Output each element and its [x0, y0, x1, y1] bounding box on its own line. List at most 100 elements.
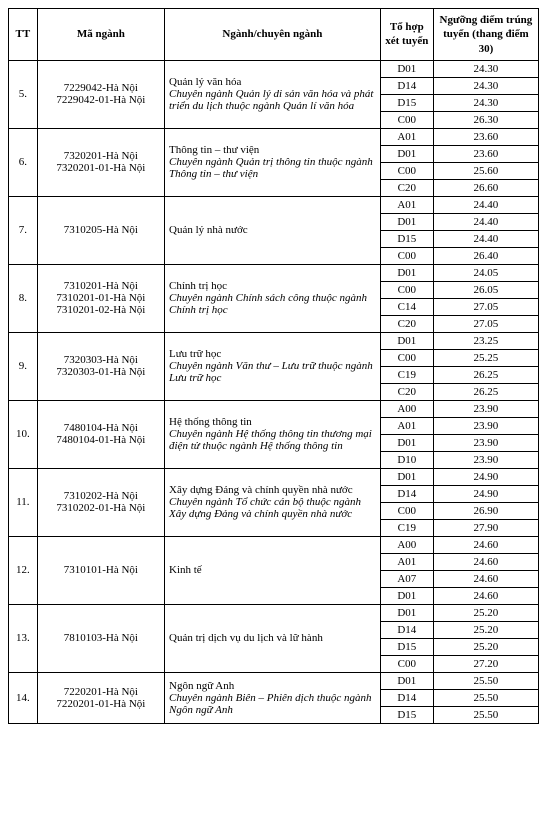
cell-score: 23.90: [433, 400, 538, 417]
cell-combo: D01: [380, 332, 433, 349]
major-main: Lưu trữ học: [169, 348, 376, 360]
cell-combo: D15: [380, 230, 433, 247]
cell-combo: C19: [380, 519, 433, 536]
table-row: 14.7220201-Hà Nội7220201-01-Hà NộiNgôn n…: [9, 672, 539, 689]
header-code: Mã ngành: [37, 9, 164, 61]
table-row: 9.7320303-Hà Nội7320303-01-Hà NộiLưu trữ…: [9, 332, 539, 349]
code-line: 7220201-01-Hà Nội: [42, 698, 160, 710]
cell-combo: D01: [380, 145, 433, 162]
cell-major: Lưu trữ họcChuyên ngành Văn thư – Lưu tr…: [165, 332, 381, 400]
cell-score: 23.90: [433, 434, 538, 451]
cell-score: 24.30: [433, 77, 538, 94]
cell-combo: C00: [380, 162, 433, 179]
code-line: 7320303-01-Hà Nội: [42, 366, 160, 378]
cell-code: 7220201-Hà Nội7220201-01-Hà Nội: [37, 672, 164, 723]
major-main: Xây dựng Đảng và chính quyền nhà nước: [169, 484, 376, 496]
code-line: 7320303-Hà Nội: [42, 354, 160, 366]
cell-combo: A01: [380, 128, 433, 145]
cell-combo: D15: [380, 638, 433, 655]
cell-combo: D01: [380, 672, 433, 689]
code-line: 7310202-Hà Nội: [42, 490, 160, 502]
cell-tt: 14.: [9, 672, 38, 723]
cell-score: 26.25: [433, 366, 538, 383]
code-line: 7229042-Hà Nội: [42, 82, 160, 94]
cell-major: Hệ thống thông tinChuyên ngành Hệ thống …: [165, 400, 381, 468]
table-row: 13.7810103-Hà NộiQuản trị dịch vụ du lịc…: [9, 604, 539, 621]
cell-combo: C00: [380, 111, 433, 128]
code-line: 7220201-Hà Nội: [42, 686, 160, 698]
cell-tt: 10.: [9, 400, 38, 468]
cell-score: 24.90: [433, 485, 538, 502]
cell-tt: 8.: [9, 264, 38, 332]
cell-score: 26.60: [433, 179, 538, 196]
major-main: Kinh tế: [169, 564, 376, 576]
cell-tt: 12.: [9, 536, 38, 604]
table-row: 5.7229042-Hà Nội7229042-01-Hà NộiQuản lý…: [9, 60, 539, 77]
cell-score: 27.90: [433, 519, 538, 536]
cell-score: 26.05: [433, 281, 538, 298]
table-row: 12.7310101-Hà NộiKinh tếA0024.60: [9, 536, 539, 553]
cell-major: Quản trị dịch vụ du lịch và lữ hành: [165, 604, 381, 672]
table-row: 7.7310205-Hà NộiQuản lý nhà nướcA0124.40: [9, 196, 539, 213]
cell-score: 23.90: [433, 417, 538, 434]
cell-combo: C00: [380, 655, 433, 672]
cell-score: 23.60: [433, 128, 538, 145]
cell-tt: 7.: [9, 196, 38, 264]
cell-score: 26.30: [433, 111, 538, 128]
major-sub: Chuyên ngành Văn thư – Lưu trữ thuộc ngà…: [169, 360, 376, 384]
header-major: Ngành/chuyên ngành: [165, 9, 381, 61]
code-line: 7480104-01-Hà Nội: [42, 434, 160, 446]
cell-combo: D01: [380, 468, 433, 485]
header-combo: Tổ hợp xét tuyển: [380, 9, 433, 61]
cell-combo: D15: [380, 706, 433, 723]
cell-combo: C14: [380, 298, 433, 315]
cell-combo: D14: [380, 689, 433, 706]
cell-code: 7310202-Hà Nội7310202-01-Hà Nội: [37, 468, 164, 536]
cell-combo: C20: [380, 383, 433, 400]
cell-score: 25.20: [433, 604, 538, 621]
cell-major: Quản lý văn hóaChuyên ngành Quản lý di s…: [165, 60, 381, 128]
cell-combo: D01: [380, 587, 433, 604]
major-main: Quản lý nhà nước: [169, 224, 376, 236]
code-line: 7310205-Hà Nội: [42, 224, 160, 236]
cell-score: 24.60: [433, 536, 538, 553]
cell-combo: D01: [380, 434, 433, 451]
cell-combo: C00: [380, 281, 433, 298]
table-row: 11.7310202-Hà Nội7310202-01-Hà NộiXây dự…: [9, 468, 539, 485]
code-line: 7480104-Hà Nội: [42, 422, 160, 434]
cell-major: Ngôn ngữ AnhChuyên ngành Biên – Phiên dị…: [165, 672, 381, 723]
cell-combo: D14: [380, 485, 433, 502]
cell-score: 25.20: [433, 638, 538, 655]
cell-score: 23.60: [433, 145, 538, 162]
major-main: Quản lý văn hóa: [169, 76, 376, 88]
cell-combo: A01: [380, 553, 433, 570]
cell-score: 25.60: [433, 162, 538, 179]
cell-score: 26.90: [433, 502, 538, 519]
cell-score: 27.05: [433, 298, 538, 315]
cell-code: 7310205-Hà Nội: [37, 196, 164, 264]
cell-combo: C00: [380, 349, 433, 366]
cell-code: 7810103-Hà Nội: [37, 604, 164, 672]
cell-code: 7310201-Hà Nội7310201-01-Hà Nội7310201-0…: [37, 264, 164, 332]
code-line: 7310101-Hà Nội: [42, 564, 160, 576]
cell-major: Thông tin – thư việnChuyên ngành Quản tr…: [165, 128, 381, 196]
cell-score: 24.30: [433, 60, 538, 77]
major-main: Hệ thống thông tin: [169, 416, 376, 428]
cell-combo: D15: [380, 94, 433, 111]
cell-major: Kinh tế: [165, 536, 381, 604]
header-tt: TT: [9, 9, 38, 61]
cell-score: 23.90: [433, 451, 538, 468]
cell-tt: 9.: [9, 332, 38, 400]
cell-score: 24.40: [433, 196, 538, 213]
cell-combo: A00: [380, 536, 433, 553]
cell-combo: C20: [380, 179, 433, 196]
major-main: Thông tin – thư viện: [169, 144, 376, 156]
code-line: 7310201-Hà Nội: [42, 280, 160, 292]
cell-score: 24.40: [433, 213, 538, 230]
table-row: 6.7320201-Hà Nội7320201-01-Hà NộiThông t…: [9, 128, 539, 145]
code-line: 7310202-01-Hà Nội: [42, 502, 160, 514]
cell-score: 24.60: [433, 553, 538, 570]
cell-code: 7310101-Hà Nội: [37, 536, 164, 604]
cell-score: 26.40: [433, 247, 538, 264]
code-line: 7810103-Hà Nội: [42, 632, 160, 644]
